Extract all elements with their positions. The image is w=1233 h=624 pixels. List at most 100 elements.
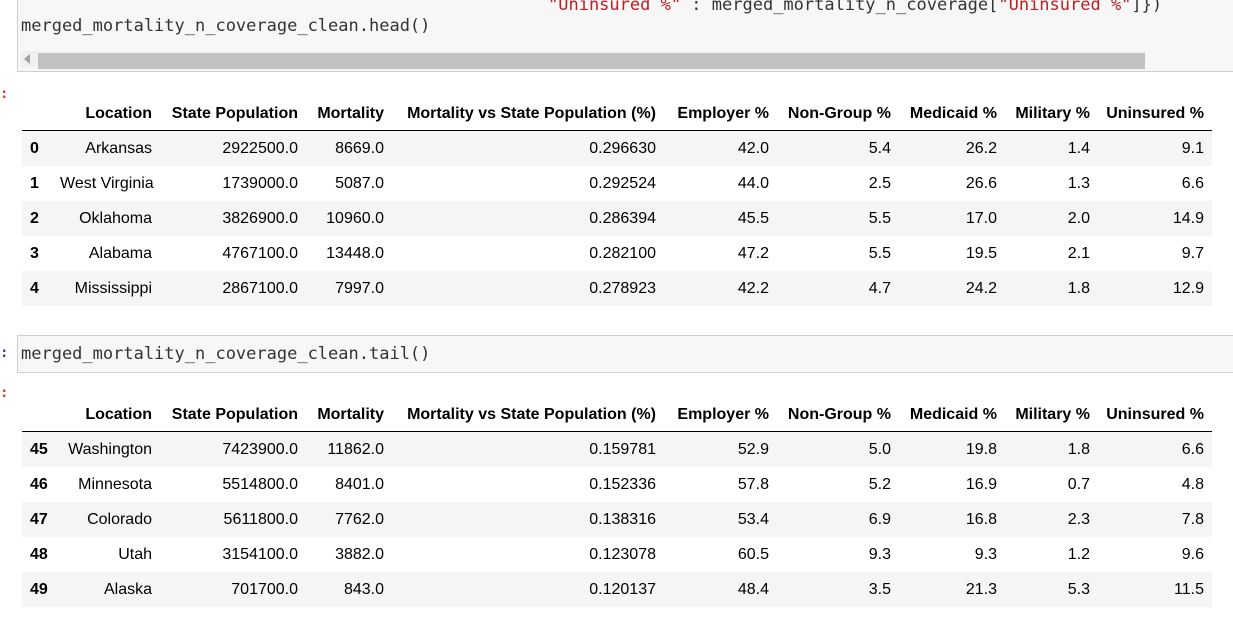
table-cell: 52.9 [664, 431, 777, 467]
code-colon: : [681, 0, 712, 15]
table-cell: Utah [52, 537, 160, 572]
table-cell: 5611800.0 [160, 502, 306, 537]
dataframe-head-table: Location State Population Mortality Mortali… [22, 97, 1212, 306]
table-cell: 5.4 [777, 130, 899, 166]
column-header: Mortality [306, 97, 392, 131]
column-header: Employer % [664, 97, 777, 131]
column-header: Uninsured % [1098, 97, 1212, 131]
column-header: Non-Group % [777, 398, 899, 432]
table-row: 0 Arkansas 2922500.0 8669.0 0.296630 42.0 5.4 2… [22, 130, 1212, 166]
code-tail: ]}) [1131, 0, 1163, 15]
table-cell: 6.9 [777, 502, 899, 537]
table-cell: 0.278923 [392, 271, 664, 306]
column-header: Military % [1005, 97, 1098, 131]
table-cell: 10960.0 [306, 201, 392, 236]
column-header-index [22, 97, 52, 131]
table-cell: 1.2 [1005, 537, 1098, 572]
output-prompt-tail: : [0, 385, 9, 401]
scrollbar-thumb[interactable] [38, 53, 1145, 69]
column-header: Location [52, 97, 160, 131]
table-cell: 0.296630 [392, 130, 664, 166]
table-cell: 8401.0 [306, 467, 392, 502]
table-cell: 47.2 [664, 236, 777, 271]
table-cell: 6.6 [1098, 431, 1212, 467]
table-cell: 42.2 [664, 271, 777, 306]
column-header: Mortality vs State Population (%) [392, 97, 664, 131]
table-cell: 11862.0 [306, 431, 392, 467]
table-cell: 17.0 [899, 201, 1005, 236]
scroll-left-arrow-icon[interactable] [24, 54, 30, 64]
table-cell: 3826900.0 [160, 201, 306, 236]
table-cell: 701700.0 [160, 572, 306, 607]
table-cell: 9.7 [1098, 236, 1212, 271]
code-expr: merged_mortality_n_coverage[ [711, 0, 999, 15]
column-header: Mortality vs State Population (%) [392, 398, 664, 432]
table-cell: 16.9 [899, 467, 1005, 502]
table-cell: 14.9 [1098, 201, 1212, 236]
row-index-cell: 48 [22, 537, 52, 572]
row-index-cell: 4 [22, 271, 52, 306]
horizontal-scrollbar[interactable] [21, 51, 1145, 69]
table-cell: 0.120137 [392, 572, 664, 607]
table-cell: 44.0 [664, 166, 777, 201]
table-header-row: Location State Population Mortality Mortali… [22, 97, 1212, 131]
table-cell: Arkansas [52, 130, 160, 166]
table-cell: 16.8 [899, 502, 1005, 537]
table-cell: 3882.0 [306, 537, 392, 572]
table-cell: 7423900.0 [160, 431, 306, 467]
row-index-cell: 0 [22, 130, 52, 166]
table-cell: 7762.0 [306, 502, 392, 537]
table-cell: 2.0 [1005, 201, 1098, 236]
table-cell: Colorado [52, 502, 160, 537]
code-string-2: "Uninsured %" [998, 0, 1132, 15]
output-prompt-head: : [0, 86, 9, 102]
table-cell: 1.3 [1005, 166, 1098, 201]
row-index-cell: 45 [22, 431, 52, 467]
column-header: Non-Group % [777, 97, 899, 131]
column-header: Location [52, 398, 160, 432]
code-line-head: merged_mortality_n_coverage_clean.head() [21, 16, 431, 36]
table-cell: Washington [52, 431, 160, 467]
code-line-tail: merged_mortality_n_coverage_clean.tail() [21, 344, 431, 364]
code-cell-tail[interactable]: merged_mortality_n_coverage_clean.tail() [17, 335, 1233, 373]
table-row: 49 Alaska 701700.0 843.0 0.120137 48.4 3.5 21.3… [22, 572, 1212, 607]
column-header: Mortality [306, 398, 392, 432]
table-cell: 26.2 [899, 130, 1005, 166]
row-index-cell: 46 [22, 467, 52, 502]
column-header: Medicaid % [899, 398, 1005, 432]
table-row: 1 West Virginia 1739000.0 5087.0 0.292524 44.… [22, 166, 1212, 201]
table-cell: 3154100.0 [160, 537, 306, 572]
table-header-row: Location State Population Mortality Mortali… [22, 398, 1212, 432]
table-cell: 5.3 [1005, 572, 1098, 607]
row-index-cell: 47 [22, 502, 52, 537]
table-cell: 2922500.0 [160, 130, 306, 166]
code-cell-head[interactable]: "Uninsured %" : merged_mortality_n_cover… [17, 0, 1233, 72]
table-cell: 24.2 [899, 271, 1005, 306]
table-cell: 21.3 [899, 572, 1005, 607]
table-cell: 4767100.0 [160, 236, 306, 271]
table-cell: 11.5 [1098, 572, 1212, 607]
table-row: 47 Colorado 5611800.0 7762.0 0.138316 53.4 6.9… [22, 502, 1212, 537]
table-cell: 0.152336 [392, 467, 664, 502]
table-cell: 0.292524 [392, 166, 664, 201]
table-cell: 45.5 [664, 201, 777, 236]
table-cell: 5.5 [777, 236, 899, 271]
table-row: 4 Mississippi 2867100.0 7997.0 0.278923 42.2 4… [22, 271, 1212, 306]
table-cell: 9.6 [1098, 537, 1212, 572]
code-line-partial: "Uninsured %" : merged_mortality_n_cover… [548, 0, 1162, 15]
table-cell: 60.5 [664, 537, 777, 572]
table-cell: 1739000.0 [160, 166, 306, 201]
table-cell: Oklahoma [52, 201, 160, 236]
table-cell: 4.8 [1098, 467, 1212, 502]
table-cell: 12.9 [1098, 271, 1212, 306]
table-cell: 7.8 [1098, 502, 1212, 537]
input-prompt-tail: : [0, 345, 9, 361]
table-cell: 0.138316 [392, 502, 664, 537]
table-cell: 7997.0 [306, 271, 392, 306]
table-cell: 4.7 [777, 271, 899, 306]
table-cell: 9.3 [899, 537, 1005, 572]
table-cell: 2867100.0 [160, 271, 306, 306]
table-row: 3 Alabama 4767100.0 13448.0 0.282100 47.2 5.5 1… [22, 236, 1212, 271]
table-cell: 9.3 [777, 537, 899, 572]
table-row: 46 Minnesota 5514800.0 8401.0 0.152336 57.8 5.… [22, 467, 1212, 502]
